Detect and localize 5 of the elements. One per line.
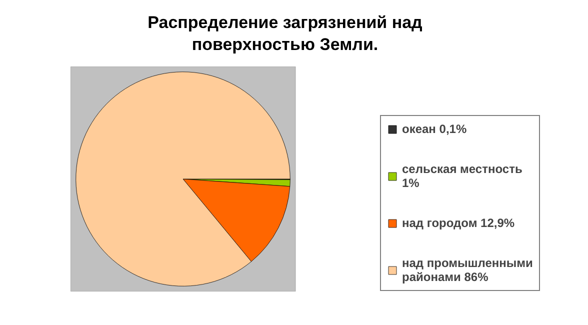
legend-label: над промышленными районами 86% [402, 256, 533, 284]
chart-title: Распределение загрязнений над поверхностью Земли. [148, 12, 422, 56]
legend-label: над городом 12,9% [402, 216, 515, 230]
legend-label: сельская местность 1% [402, 162, 522, 190]
legend-label: океан 0,1% [402, 122, 467, 136]
